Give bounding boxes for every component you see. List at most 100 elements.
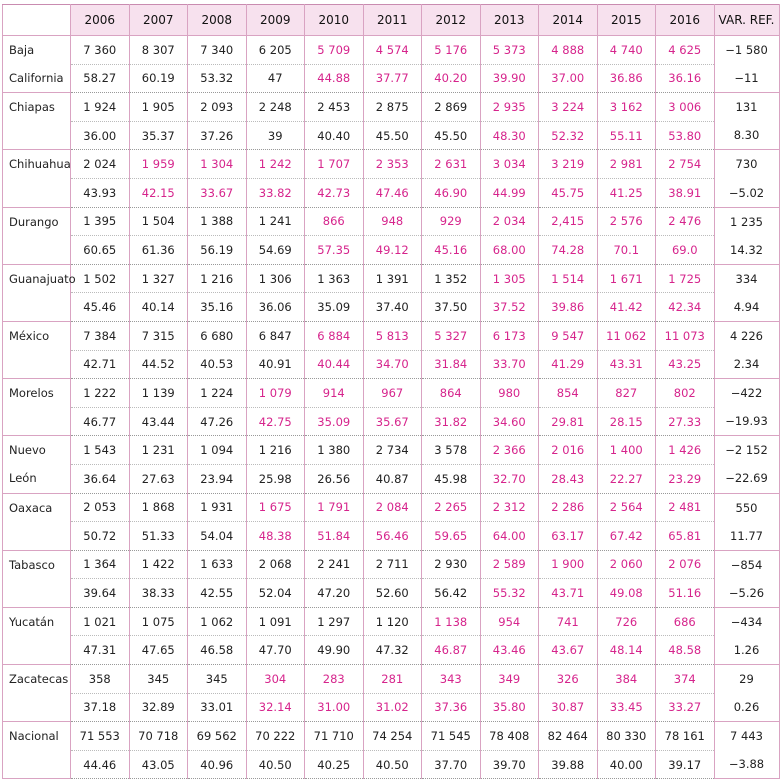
- value-cell: 41.42: [596, 292, 656, 322]
- value-cell: 2 981: [596, 149, 656, 179]
- value-cell: 51.16: [655, 578, 715, 608]
- table-row-rate: 42.71 44.52 40.53 40.91 40.44 34.70 31.84 33.70…: [2, 350, 780, 380]
- state-label: California: [2, 64, 71, 94]
- value-cell: 39: [245, 121, 305, 151]
- value-cell: 50.72: [70, 521, 130, 551]
- value-cell: 31.00: [304, 693, 364, 723]
- table-row-rate: 60.65 61.36 56.19 54.69 57.35 49.12 45.16 68.00…: [2, 235, 780, 265]
- value-cell: 48.58: [655, 635, 715, 666]
- var-ref-cell: −5.02: [713, 178, 780, 208]
- value-cell: 802: [655, 378, 715, 408]
- value-cell: 43.31: [596, 350, 656, 380]
- table-row-rate: 43.93 42.15 33.67 33.82 42.73 47.46 46.90 44.99…: [2, 178, 780, 208]
- value-cell: 42.15: [128, 178, 188, 208]
- value-cell: 52.04: [245, 578, 305, 608]
- value-cell: 35.09: [304, 407, 364, 437]
- var-ref-cell: 131: [713, 92, 780, 122]
- state-label: [2, 693, 71, 723]
- var-ref-cell: −422: [713, 378, 780, 408]
- value-cell: 866: [304, 207, 364, 237]
- state-label: [2, 350, 71, 380]
- var-ref-cell: 7 443: [713, 721, 780, 751]
- table-row-rate: 50.72 51.33 54.04 48.38 51.84 56.46 59.65 64.00…: [2, 521, 780, 551]
- value-cell: 74 254: [362, 721, 422, 751]
- var-ref-cell: 0.26: [713, 693, 780, 723]
- value-cell: 54.69: [245, 235, 305, 265]
- table-row-count: Tabasco 1 364 1 422 1 633 2 068 2 241 2 711 2 9…: [2, 550, 780, 580]
- value-cell: 358: [70, 664, 130, 694]
- value-cell: 2 481: [655, 493, 715, 523]
- value-cell: 1 426: [655, 435, 715, 465]
- value-cell: 43.25: [655, 350, 715, 380]
- value-cell: 34.70: [362, 350, 422, 380]
- value-cell: 1 707: [304, 149, 364, 179]
- table-row-rate: 45.46 40.14 35.16 36.06 35.09 37.40 37.50 37.52…: [2, 292, 780, 322]
- value-cell: 1 422: [128, 550, 188, 580]
- value-cell: 1 504: [128, 207, 188, 237]
- value-cell: 37.77: [362, 64, 422, 94]
- value-cell: 2 034: [479, 207, 539, 237]
- value-cell: 948: [362, 207, 422, 237]
- value-cell: 47.31: [70, 635, 130, 666]
- value-cell: 1 364: [70, 550, 130, 580]
- value-cell: 48.14: [596, 635, 656, 666]
- table-row-rate: 37.18 32.89 33.01 32.14 31.00 31.02 37.36 35.80…: [2, 693, 780, 723]
- var-ref-cell: 334: [713, 264, 780, 293]
- value-cell: 345: [187, 664, 247, 694]
- value-cell: 1 216: [245, 435, 305, 465]
- var-ref-cell: 14.32: [713, 235, 780, 265]
- value-cell: 1 671: [596, 264, 656, 294]
- value-cell: 5 176: [421, 35, 481, 65]
- state-label: [2, 635, 71, 666]
- value-cell: 45.46: [70, 292, 130, 322]
- value-cell: 43.46: [479, 635, 539, 666]
- state-label: [2, 578, 71, 608]
- value-cell: 39.17: [655, 750, 715, 779]
- header-cell-year: 2010: [304, 4, 364, 36]
- value-cell: 35.80: [479, 693, 539, 723]
- value-cell: 60.19: [128, 64, 188, 94]
- value-cell: 1 241: [245, 207, 305, 237]
- value-cell: 967: [362, 378, 422, 408]
- value-cell: 1 222: [70, 378, 130, 408]
- table-row-count: Yucatán 1 021 1 075 1 062 1 091 1 297 1 120 1 1…: [2, 607, 780, 637]
- value-cell: 58.27: [70, 64, 130, 94]
- value-cell: 49.90: [304, 635, 364, 666]
- value-cell: 3 162: [596, 92, 656, 122]
- value-cell: 54.04: [187, 521, 247, 551]
- table-row-count: Oaxaca 2 053 1 868 1 931 1 675 1 791 2 084 2 26…: [2, 493, 780, 523]
- value-cell: 1 959: [128, 149, 188, 179]
- state-label: Nuevo: [2, 435, 71, 465]
- value-cell: 1 905: [128, 92, 188, 122]
- table-row-count: México 7 384 7 315 6 680 6 847 6 884 5 813 5 32…: [2, 321, 780, 351]
- value-cell: 56.19: [187, 235, 247, 265]
- value-cell: 41.29: [538, 350, 598, 380]
- value-cell: 69 562: [187, 721, 247, 751]
- value-cell: 61.36: [128, 235, 188, 265]
- value-cell: 1 075: [128, 607, 188, 637]
- value-cell: 37.52: [479, 292, 539, 322]
- value-cell: 46.58: [187, 635, 247, 666]
- value-cell: 6 884: [304, 321, 364, 351]
- value-cell: 37.00: [538, 64, 598, 94]
- var-ref-cell: 4.94: [713, 292, 780, 322]
- state-label: [2, 292, 71, 322]
- value-cell: 2 576: [596, 207, 656, 237]
- value-cell: 33.70: [479, 350, 539, 380]
- header-cell-year: 2015: [596, 4, 656, 36]
- value-cell: 71 553: [70, 721, 130, 751]
- value-cell: 55.11: [596, 121, 656, 151]
- state-label: [2, 407, 71, 437]
- value-cell: 2 476: [655, 207, 715, 237]
- value-cell: 6 173: [479, 321, 539, 351]
- value-cell: 2 084: [362, 493, 422, 523]
- value-cell: 2 711: [362, 550, 422, 580]
- value-cell: 1 138: [421, 607, 481, 637]
- value-cell: 3 578: [421, 435, 481, 465]
- value-cell: 49.12: [362, 235, 422, 265]
- state-label: León: [2, 464, 71, 494]
- value-cell: 42.73: [304, 178, 364, 208]
- value-cell: 37.70: [421, 750, 481, 779]
- value-cell: 39.90: [479, 64, 539, 94]
- var-ref-cell: −11: [713, 64, 780, 94]
